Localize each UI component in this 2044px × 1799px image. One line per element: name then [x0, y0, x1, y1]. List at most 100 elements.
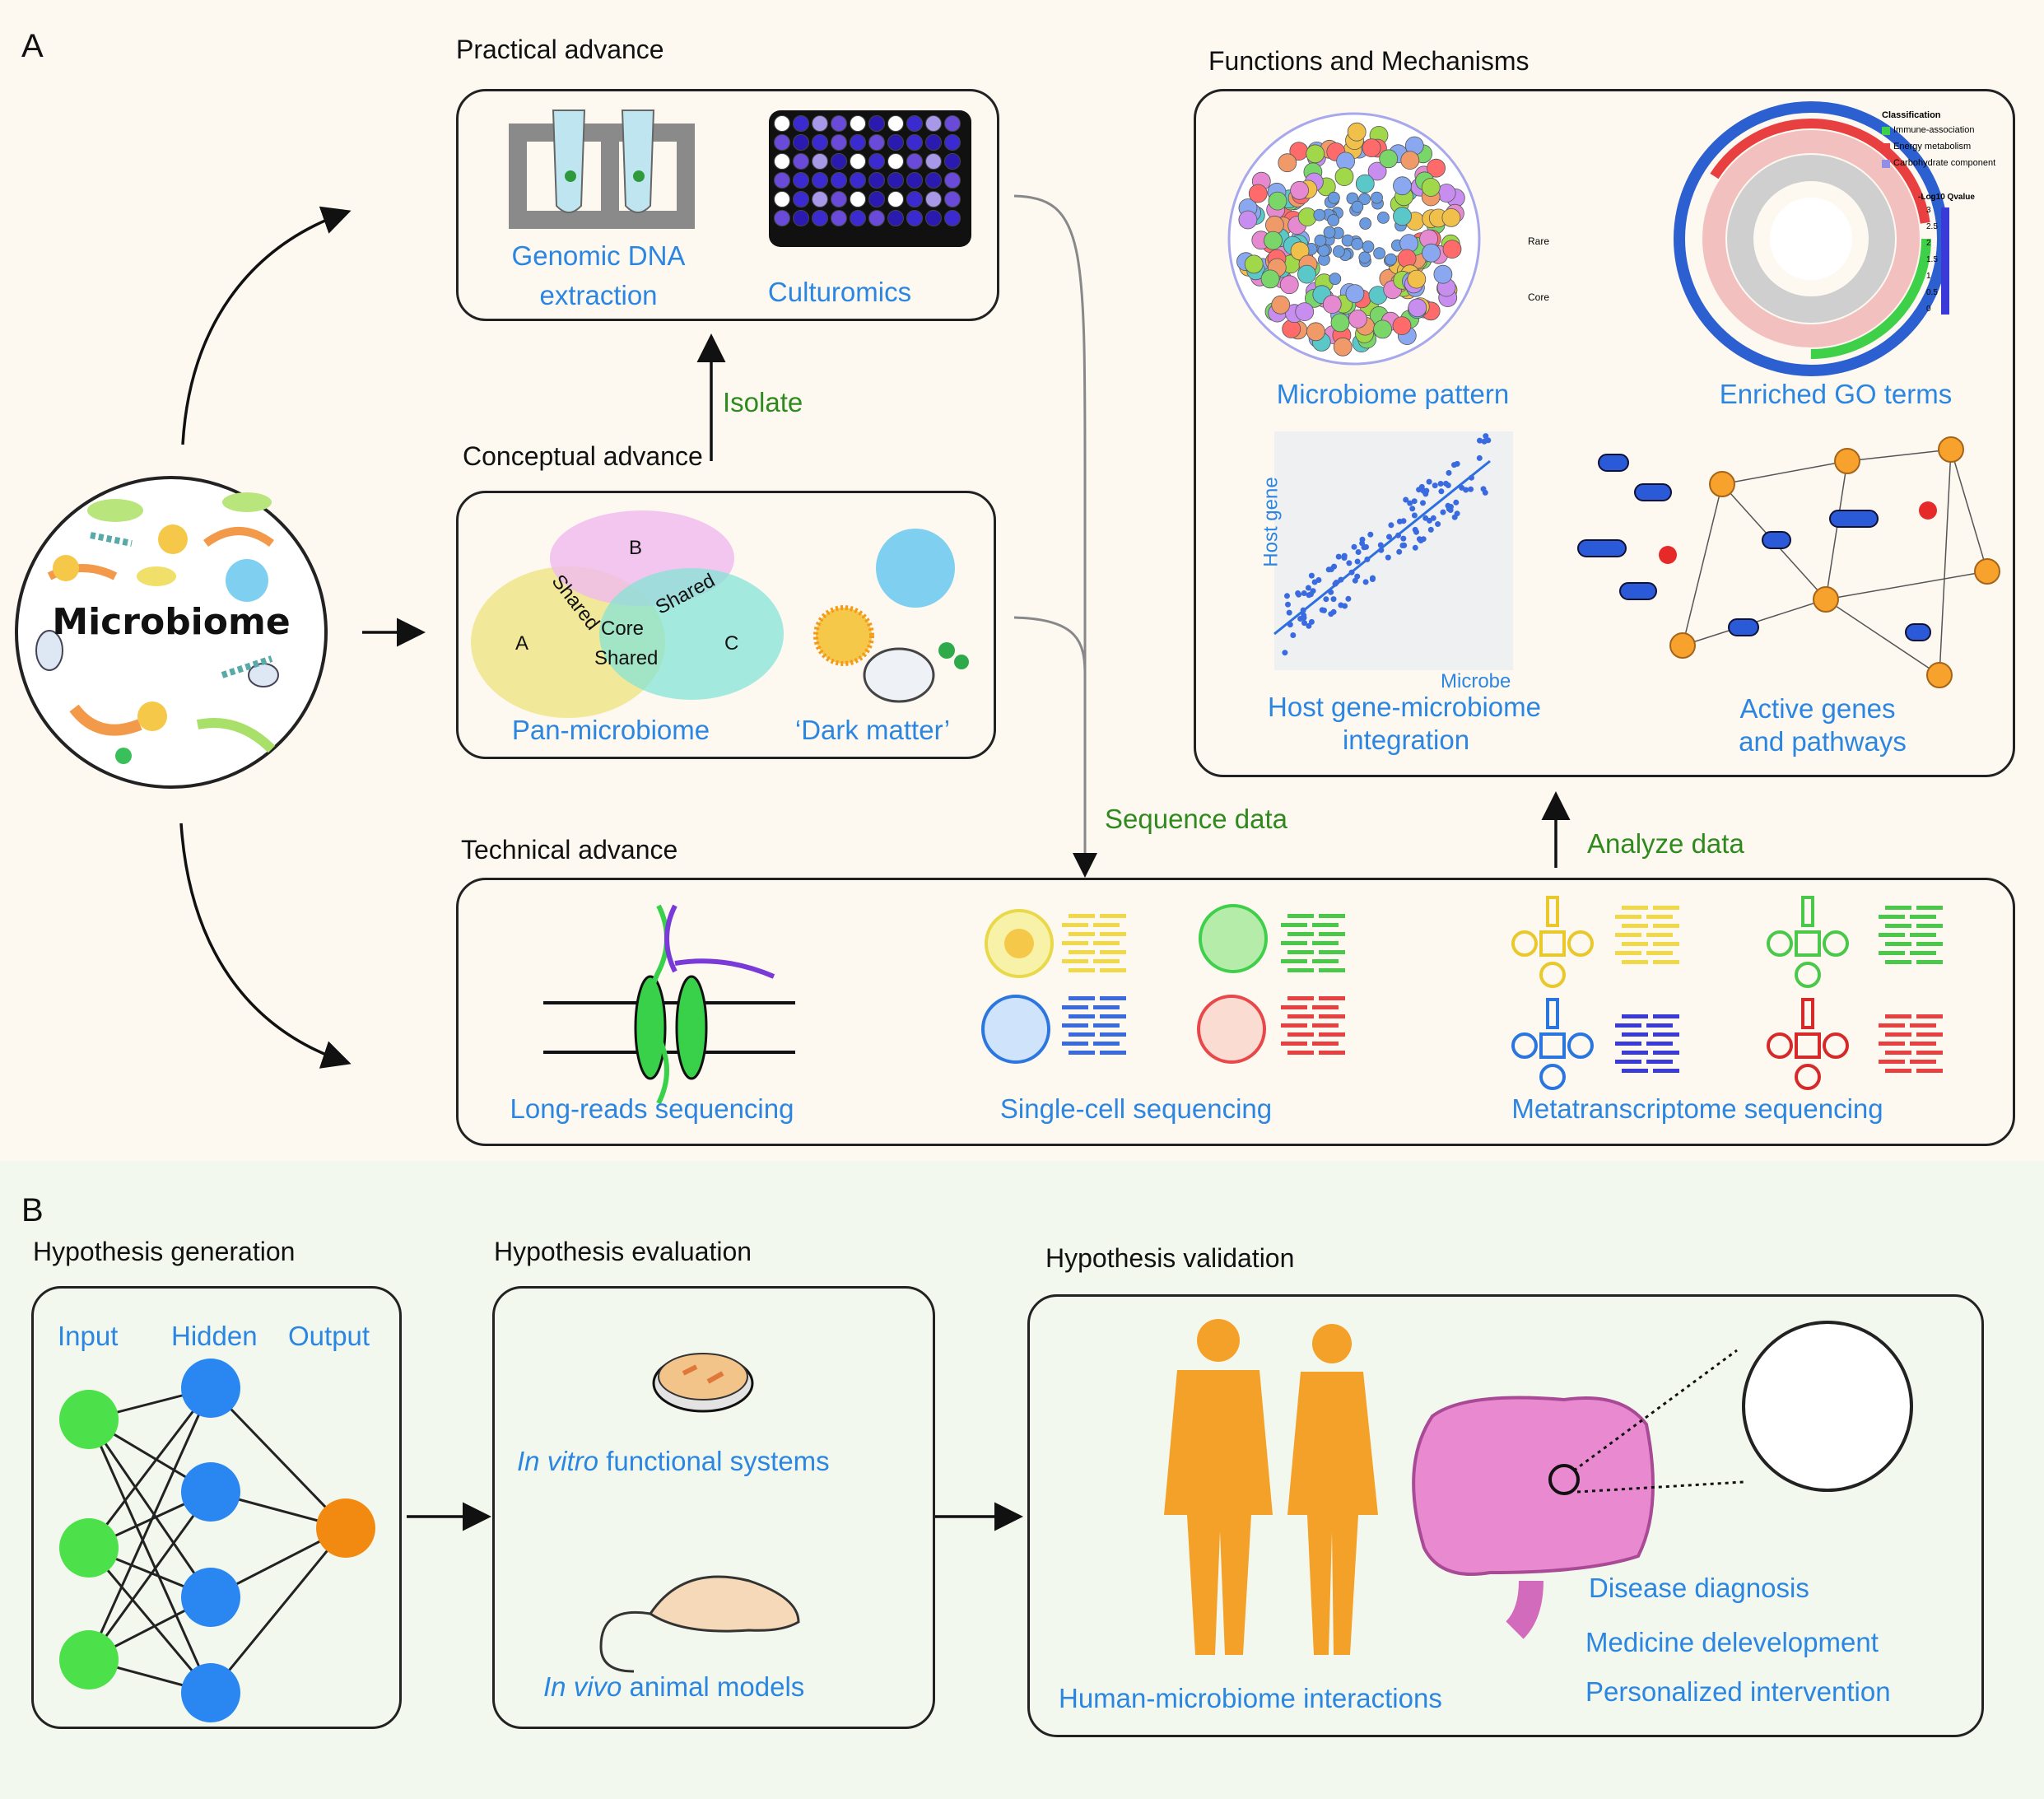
single-cell-icons	[981, 904, 1268, 1064]
host-gene-axis-label: Host gene	[1259, 477, 1283, 567]
pattern-bubble	[1351, 237, 1364, 250]
panel-b-background	[0, 1161, 2044, 1799]
pattern-bubble	[1385, 253, 1397, 266]
pattern-bubble	[1322, 295, 1342, 315]
scatter-point	[1483, 433, 1489, 440]
plate-well	[887, 210, 904, 226]
read-stacks	[1062, 906, 1943, 1073]
read-bar	[1885, 906, 1911, 910]
read-bar	[1100, 968, 1126, 972]
pattern-bubble	[1373, 247, 1385, 260]
scatter-point	[1459, 484, 1465, 491]
plate-well	[774, 172, 790, 189]
pattern-bubble	[1422, 243, 1441, 263]
network-gene-node	[1905, 623, 1931, 641]
read-bar	[1916, 924, 1943, 928]
pan-microbiome-label: Pan-microbiome	[511, 715, 710, 745]
plate-well	[831, 134, 847, 151]
plate-well	[906, 115, 923, 132]
read-bar	[1100, 932, 1126, 936]
scatter-point	[1445, 502, 1451, 509]
scatter-point	[1300, 607, 1306, 613]
scatter-point	[1423, 487, 1430, 494]
pattern-bubble	[1393, 207, 1412, 226]
scatter-point	[1454, 510, 1460, 517]
hypothesis-evaluation-title: Hypothesis evaluation	[494, 1237, 752, 1266]
scatter-point	[1409, 506, 1416, 512]
scatter-point	[1469, 474, 1474, 481]
plate-well	[887, 115, 904, 132]
scatter-point	[1325, 566, 1332, 573]
venn-label-shared-bottom: Shared	[594, 647, 659, 669]
pattern-bubble	[1400, 151, 1420, 170]
plate-well	[906, 153, 923, 170]
scatter-point	[1413, 529, 1419, 535]
pattern-bubble	[1345, 284, 1365, 304]
scatter-point	[1301, 620, 1307, 627]
plate-well	[944, 153, 961, 170]
trna-stem	[1546, 998, 1559, 1029]
scatter-point	[1468, 486, 1474, 492]
trna-core	[1539, 930, 1566, 957]
plate-well	[812, 172, 828, 189]
scatter-point	[1400, 518, 1407, 524]
read-bar	[1653, 1051, 1679, 1055]
functions-box	[1194, 89, 2015, 777]
dark-matter-label: ‘Dark matter’	[794, 715, 951, 745]
gene-pathway-network	[1577, 436, 2000, 688]
plate-well	[812, 191, 828, 207]
qvalue-tick: 1	[1926, 272, 1931, 281]
read-bar	[1287, 932, 1314, 936]
nanopore-illustration	[543, 904, 795, 1105]
trna-loop	[1511, 930, 1538, 957]
hypothesis-validation-title: Hypothesis validation	[1045, 1243, 1295, 1273]
read-bar	[1910, 1023, 1936, 1028]
plate-well	[944, 172, 961, 189]
plate-well	[906, 172, 923, 189]
nn-edge	[209, 1387, 347, 1530]
read-bar	[1653, 942, 1679, 946]
scatter-point	[1346, 560, 1353, 566]
network-pathway-node	[1926, 662, 1953, 688]
plate-well	[925, 210, 942, 226]
scatter-point	[1338, 576, 1344, 583]
read-bar	[1287, 1014, 1314, 1018]
scatter-point	[1315, 577, 1322, 583]
scatter-point	[1481, 438, 1488, 445]
scatter-point	[1345, 595, 1352, 602]
scatter-point	[1411, 498, 1418, 505]
read-bar	[1879, 1060, 1905, 1064]
plate-well	[906, 191, 923, 207]
pattern-legend-core: Core	[1528, 291, 1550, 303]
conceptual-advance-title: Conceptual advance	[463, 441, 703, 471]
scatter-point	[1476, 454, 1483, 461]
plate-well	[925, 115, 942, 132]
pattern-bubble	[1248, 184, 1268, 203]
long-reads-label: Long-reads sequencing	[510, 1093, 794, 1124]
scatter-point	[1440, 509, 1446, 515]
personalized-label: Personalized intervention	[1585, 1676, 1891, 1707]
read-bar	[1100, 1014, 1126, 1018]
read-bar	[1100, 914, 1126, 918]
plate-well	[868, 191, 885, 207]
read-bar	[1319, 1051, 1345, 1055]
scatter-point	[1295, 590, 1301, 596]
plate-well	[944, 210, 961, 226]
plate-well	[906, 134, 923, 151]
pattern-bubble	[1393, 176, 1412, 196]
read-bar	[1910, 951, 1936, 955]
plate-well	[812, 210, 828, 226]
pattern-bubble	[1313, 208, 1326, 221]
plate-well	[850, 210, 866, 226]
pattern-bubble	[1433, 264, 1453, 284]
read-bar	[1885, 924, 1911, 928]
plate-well	[868, 210, 885, 226]
read-bar	[1319, 950, 1345, 954]
metatranscriptome-label: Metatranscriptome sequencing	[1511, 1093, 1883, 1124]
pattern-bubble	[1351, 200, 1364, 213]
human-microbiome-label: Human-microbiome interactions	[1059, 1683, 1442, 1713]
scatter-point	[1416, 536, 1422, 543]
read-bar	[1287, 968, 1314, 972]
read-bar	[1885, 942, 1911, 946]
technical-advance-title: Technical advance	[461, 835, 678, 865]
